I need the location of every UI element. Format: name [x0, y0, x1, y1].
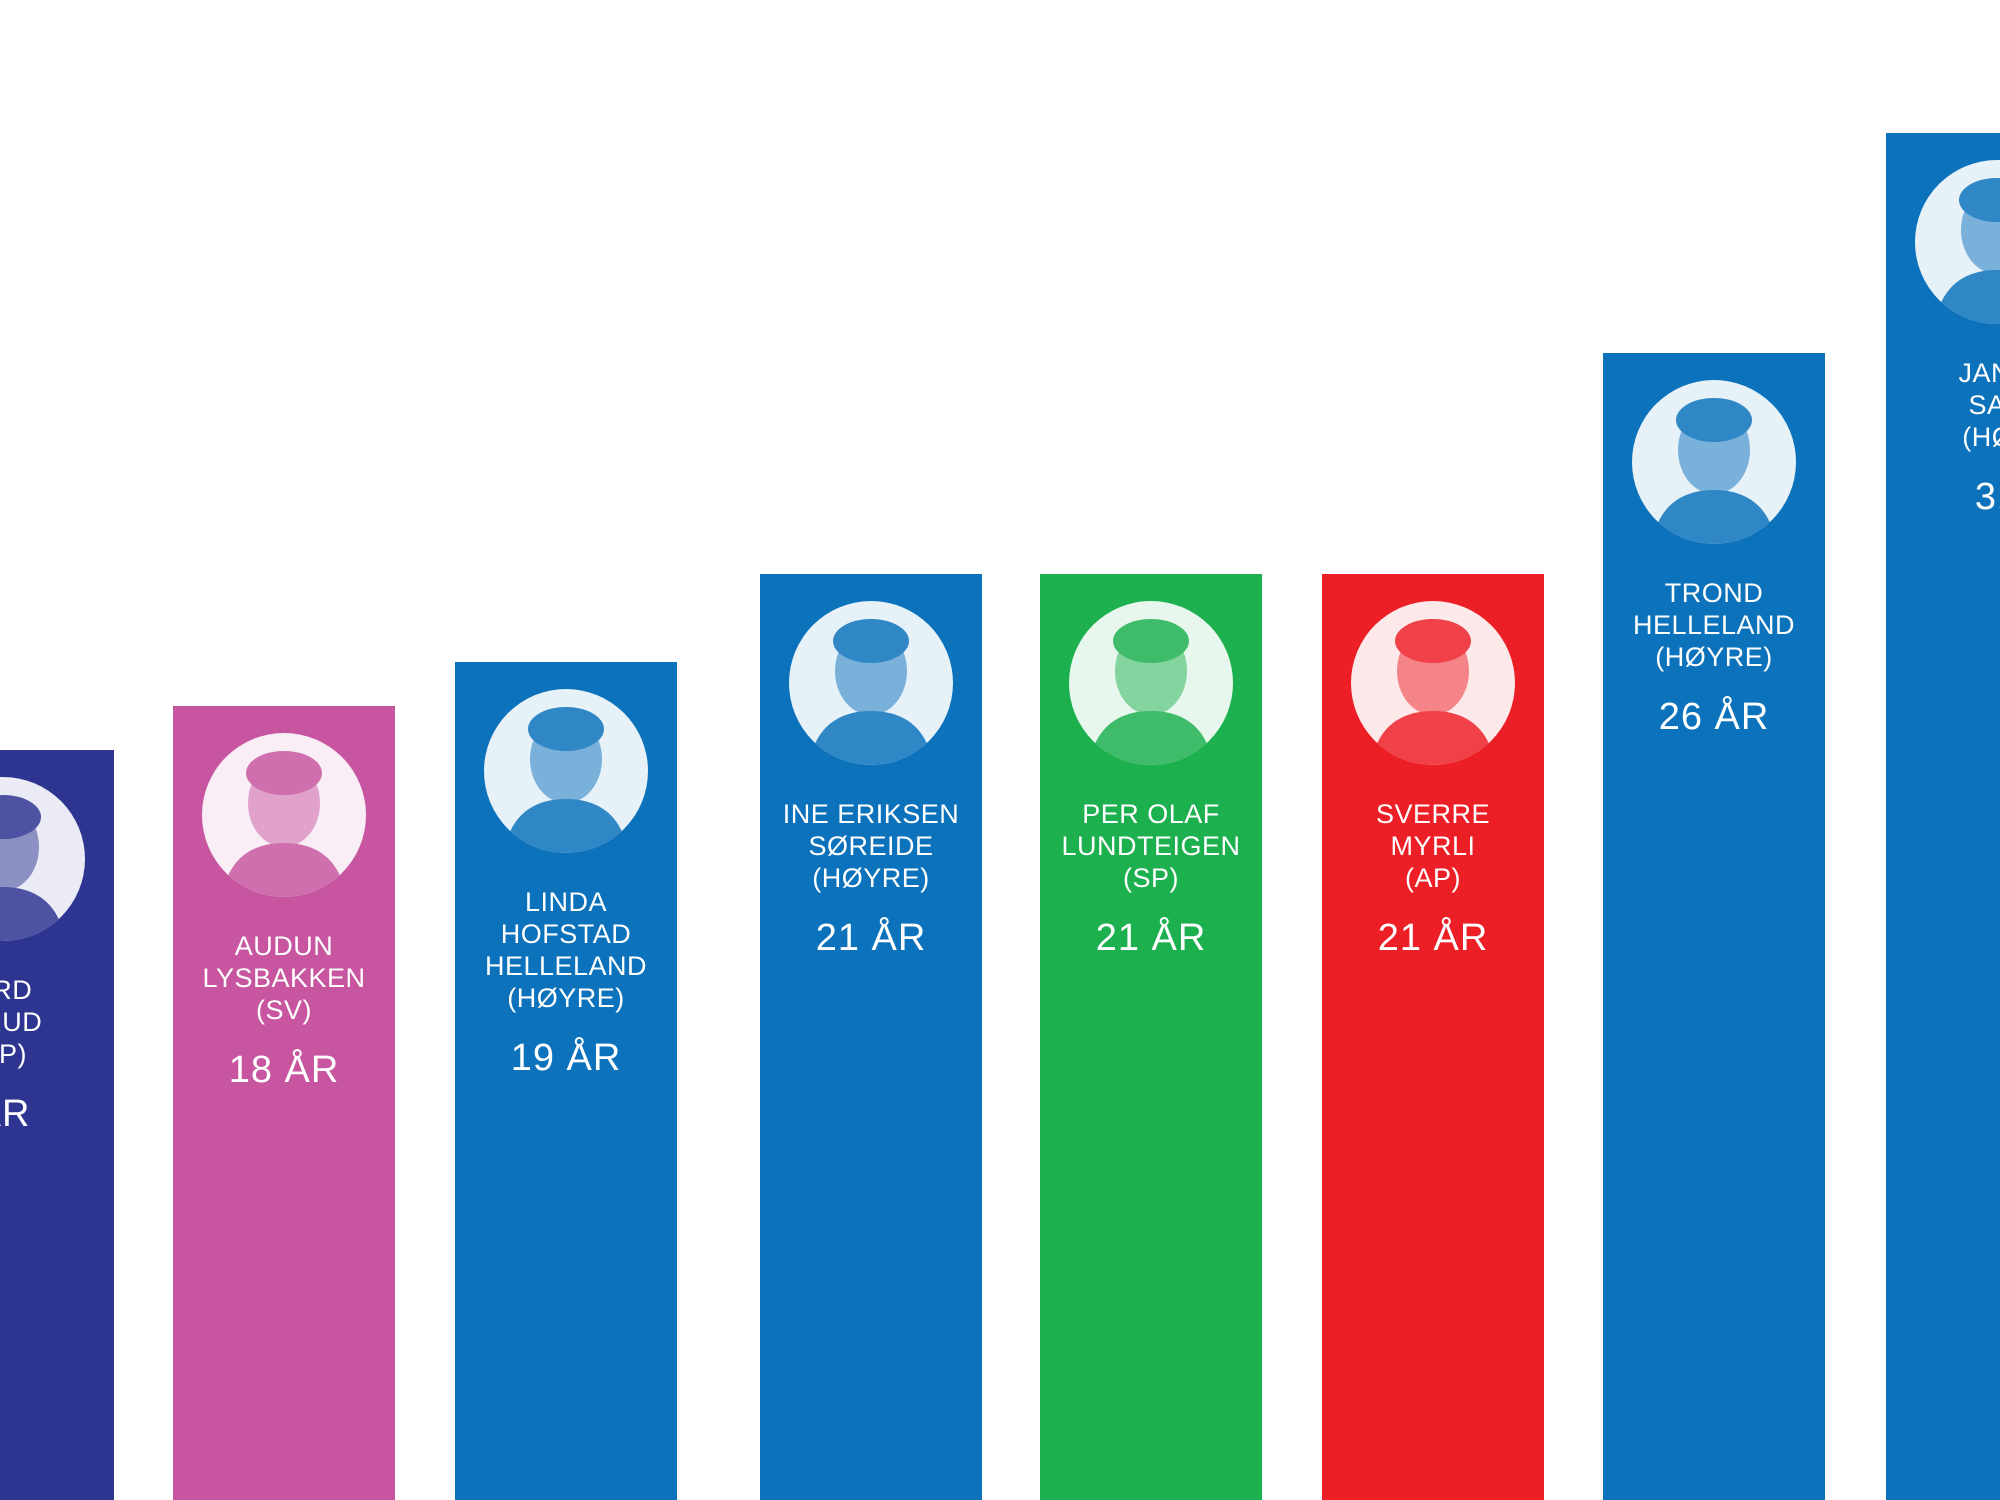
- bar-name-label: TROND HELLELAND (HØYRE): [1632, 578, 1796, 672]
- bar-1: ARD SRUD RP) ÅR: [0, 750, 114, 1500]
- bar-6: SVERRE MYRLI (AP) 21 ÅR: [1322, 574, 1544, 1500]
- bar-8: JAN T SAN (HØY 31: [1886, 133, 2000, 1500]
- person-photo-icon: [1632, 380, 1796, 544]
- bar-name-label: ARD SRUD RP): [0, 975, 43, 1069]
- person-photo-icon: [789, 601, 953, 765]
- bar-value-label: 18 ÅR: [228, 1049, 340, 1091]
- bar-name-label: AUDUN LYSBAKKEN (SV): [202, 931, 366, 1025]
- bar-name-label: JAN T SAN (HØY: [1958, 358, 2000, 452]
- person-photo-icon: [202, 733, 366, 897]
- bar-5: PER OLAF LUNDTEIGEN (SP) 21 ÅR: [1040, 574, 1262, 1500]
- bar-name-label: LINDA HOFSTAD HELLELAND (HØYRE): [484, 887, 648, 1013]
- bar-name-label: INE ERIKSEN SØREIDE (HØYRE): [782, 799, 960, 893]
- bar-4: INE ERIKSEN SØREIDE (HØYRE) 21 ÅR: [760, 574, 982, 1500]
- bar-value-label: 21 ÅR: [815, 917, 927, 959]
- bar-value-label: 26 ÅR: [1658, 696, 1770, 738]
- person-photo-icon: [1069, 601, 1233, 765]
- bar-value-label: 19 ÅR: [510, 1037, 622, 1079]
- bar-2: AUDUN LYSBAKKEN (SV) 18 ÅR: [173, 706, 395, 1500]
- bar-name-label: SVERRE MYRLI (AP): [1375, 799, 1491, 893]
- person-photo-icon: [1915, 160, 2000, 324]
- bar-value-label: ÅR: [0, 1093, 31, 1135]
- bar-3: LINDA HOFSTAD HELLELAND (HØYRE) 19 ÅR: [455, 662, 677, 1500]
- person-photo-icon: [484, 689, 648, 853]
- person-photo-icon: [1351, 601, 1515, 765]
- bar-7: TROND HELLELAND (HØYRE) 26 ÅR: [1603, 353, 1825, 1500]
- person-photo-icon: [0, 777, 85, 941]
- bar-name-label: PER OLAF LUNDTEIGEN (SP): [1061, 799, 1241, 893]
- bar-value-label: 21 ÅR: [1095, 917, 1207, 959]
- bar-value-label: 21 ÅR: [1377, 917, 1489, 959]
- bar-value-label: 31: [1974, 476, 2000, 518]
